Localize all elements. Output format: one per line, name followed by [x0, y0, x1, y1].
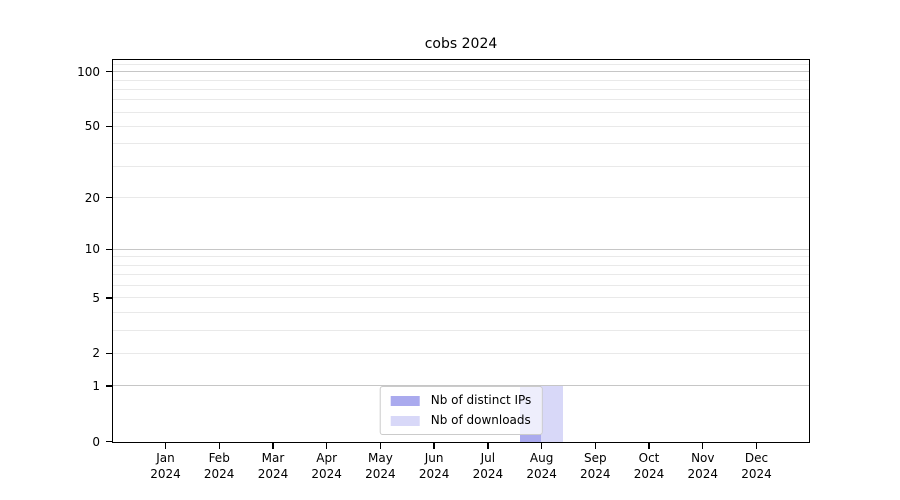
y-tick-1	[106, 385, 112, 387]
legend: Nb of distinct IPs Nb of downloads	[379, 386, 543, 435]
y-tick-label-1: 1	[92, 378, 100, 393]
y-tick-5	[106, 297, 112, 299]
gridline-5	[113, 297, 809, 299]
y-tick-100	[106, 70, 112, 73]
gridline-40	[113, 143, 809, 145]
legend-item-downloads: Nb of downloads	[390, 413, 532, 427]
gridline-8	[113, 264, 809, 266]
x-tick-aug-2024	[540, 443, 543, 449]
x-tick-sep-2024	[594, 443, 596, 449]
gridline-70	[113, 99, 809, 101]
x-tick-label-oct-2024: Oct 2024	[633, 451, 665, 481]
gridline-7	[113, 274, 809, 276]
gridline-20	[113, 197, 809, 198]
x-tick-label-aug-2024: Aug 2024	[526, 451, 557, 481]
x-tick-label-mar-2024: Mar 2024	[257, 451, 289, 481]
x-tick-oct-2024	[648, 443, 650, 449]
x-tick-jul-2024	[487, 443, 489, 449]
y-tick-label-20: 20	[84, 190, 100, 205]
x-tick-jan-2024	[164, 443, 167, 449]
x-tick-label-sep-2024: Sep 2024	[580, 451, 611, 481]
x-tick-apr-2024	[326, 443, 328, 449]
y-tick-10	[106, 248, 112, 250]
gridline-90	[113, 79, 809, 81]
y-tick-50	[106, 125, 112, 128]
gridline-9	[113, 256, 809, 258]
x-tick-label-jun-2024: Jun 2024	[418, 451, 450, 481]
x-tick-mar-2024	[272, 443, 274, 449]
gridline-110	[113, 63, 809, 65]
x-tick-feb-2024	[218, 443, 220, 449]
legend-item-distinct-ips: Nb of distinct IPs	[390, 393, 532, 407]
y-tick-2	[106, 352, 112, 355]
chart-title: cobs 2024	[424, 36, 498, 52]
legend-label-downloads: Nb of downloads	[430, 413, 531, 427]
gridline-6	[113, 285, 809, 286]
x-tick-label-nov-2024: Nov 2024	[687, 451, 719, 481]
legend-swatch-distinct-ips	[390, 395, 420, 406]
bars-layer	[113, 60, 809, 442]
x-tick-may-2024	[379, 443, 382, 449]
x-tick-label-apr-2024: Apr 2024	[311, 451, 342, 481]
gridline-4	[113, 312, 809, 313]
plot-area: Nb of distinct IPs Nb of downloads	[112, 59, 810, 443]
gridline-50	[113, 125, 809, 127]
gridline-30	[113, 165, 809, 167]
bar-1-aug-2024	[541, 386, 563, 442]
legend-swatch-downloads	[390, 415, 420, 426]
gridline-60	[113, 111, 809, 113]
x-tick-label-feb-2024: Feb 2024	[203, 451, 235, 481]
y-tick-label-0: 0	[92, 434, 100, 449]
gridline-100	[113, 71, 809, 73]
y-tick-20	[106, 196, 112, 199]
x-tick-dec-2024	[755, 443, 758, 449]
legend-label-distinct-ips: Nb of distinct IPs	[430, 393, 532, 407]
gridline-1	[113, 385, 809, 387]
x-tick-label-jul-2024: Jul 2024	[472, 451, 504, 481]
y-tick-label-50: 50	[84, 119, 100, 134]
x-tick-jun-2024	[433, 443, 435, 449]
y-tick-label-10: 10	[84, 242, 100, 257]
x-tick-label-jan-2024: Jan 2024	[150, 451, 181, 481]
gridlines-layer	[113, 60, 809, 442]
gridline-80	[113, 88, 809, 90]
y-tick-label-2: 2	[92, 346, 100, 361]
gridline-2	[113, 352, 809, 354]
x-tick-label-may-2024: May 2024	[365, 451, 396, 481]
x-tick-nov-2024	[702, 443, 704, 449]
y-tick-label-5: 5	[92, 290, 100, 305]
gridline-10	[113, 248, 809, 250]
y-tick-0	[106, 440, 112, 443]
x-tick-label-dec-2024: Dec 2024	[741, 451, 772, 481]
y-tick-label-100: 100	[77, 64, 100, 79]
gridline-3	[113, 329, 809, 331]
